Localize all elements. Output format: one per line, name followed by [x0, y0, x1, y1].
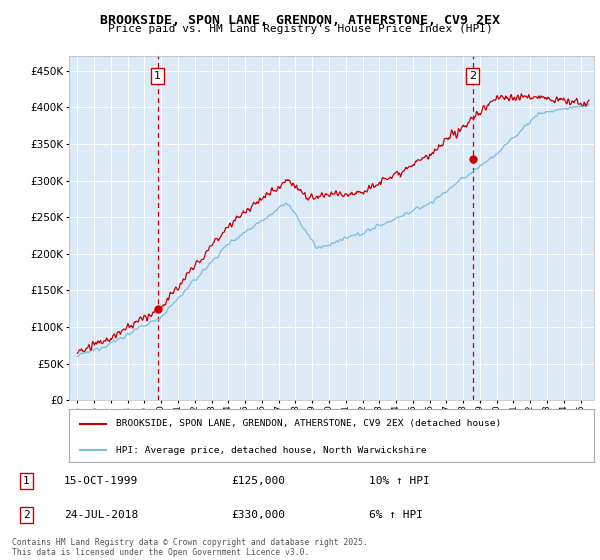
- Text: Contains HM Land Registry data © Crown copyright and database right 2025.
This d: Contains HM Land Registry data © Crown c…: [12, 538, 368, 557]
- Text: £125,000: £125,000: [231, 476, 285, 486]
- Text: 1: 1: [154, 71, 161, 81]
- Text: 15-OCT-1999: 15-OCT-1999: [64, 476, 138, 486]
- Text: BROOKSIDE, SPON LANE, GRENDON, ATHERSTONE, CV9 2EX: BROOKSIDE, SPON LANE, GRENDON, ATHERSTON…: [100, 14, 500, 27]
- Text: 6% ↑ HPI: 6% ↑ HPI: [369, 510, 423, 520]
- Text: 1: 1: [23, 476, 30, 486]
- FancyBboxPatch shape: [69, 409, 594, 462]
- Text: £330,000: £330,000: [231, 510, 285, 520]
- Text: Price paid vs. HM Land Registry's House Price Index (HPI): Price paid vs. HM Land Registry's House …: [107, 24, 493, 34]
- Text: HPI: Average price, detached house, North Warwickshire: HPI: Average price, detached house, Nort…: [116, 446, 427, 455]
- Text: 2: 2: [469, 71, 476, 81]
- Text: BROOKSIDE, SPON LANE, GRENDON, ATHERSTONE, CV9 2EX (detached house): BROOKSIDE, SPON LANE, GRENDON, ATHERSTON…: [116, 419, 502, 428]
- Text: 2: 2: [23, 510, 30, 520]
- Text: 24-JUL-2018: 24-JUL-2018: [64, 510, 138, 520]
- Text: 10% ↑ HPI: 10% ↑ HPI: [369, 476, 430, 486]
